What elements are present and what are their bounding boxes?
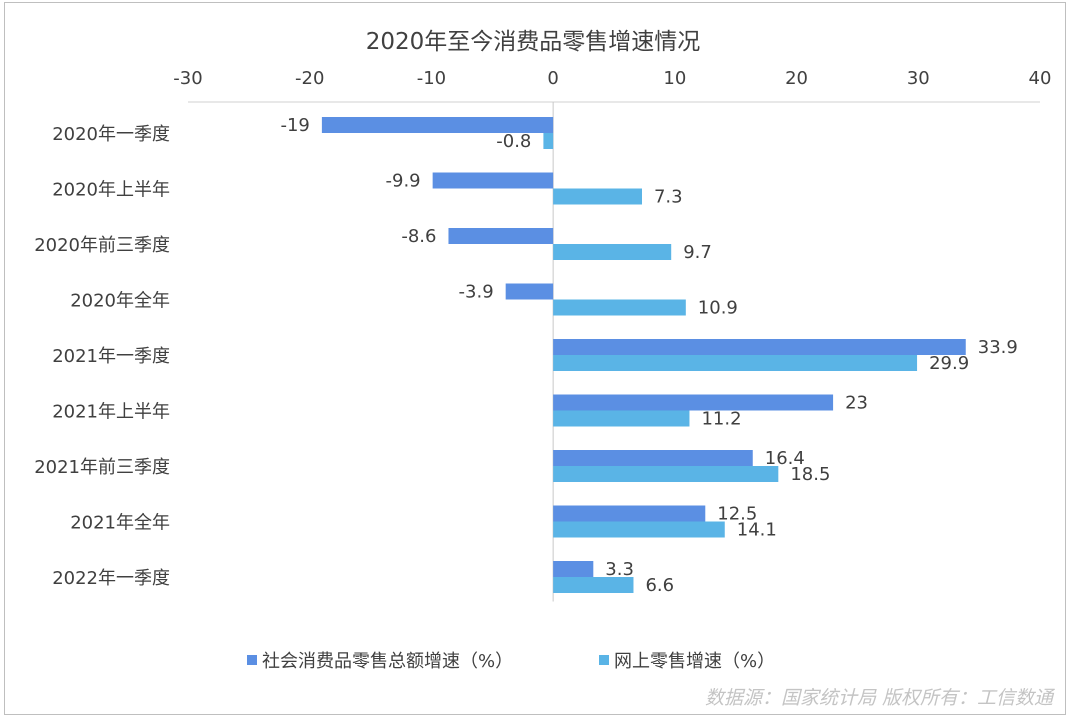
data-label-series-1: -19 bbox=[280, 115, 309, 136]
bar-series-2 bbox=[553, 410, 690, 427]
x-tick-label: -10 bbox=[417, 68, 446, 89]
data-label-series-1: -8.6 bbox=[401, 226, 436, 247]
data-label-series-1: 3.3 bbox=[605, 559, 634, 580]
data-label-series-2: 10.9 bbox=[698, 298, 738, 319]
bar-series-2 bbox=[553, 188, 642, 205]
x-tick-label: 40 bbox=[1029, 68, 1052, 89]
bar-series-1 bbox=[553, 394, 834, 411]
data-label-series-1: 16.4 bbox=[765, 448, 805, 469]
category-label: 2020年前三季度 bbox=[34, 235, 170, 256]
x-axis: -30 -20 -10 0 10 20 30 40 bbox=[173, 68, 1051, 602]
data-label-series-2: 9.7 bbox=[683, 242, 712, 263]
bar-series-1 bbox=[553, 505, 706, 522]
category-label: 2021年一季度 bbox=[52, 346, 170, 367]
bar-series-2 bbox=[543, 133, 554, 149]
bars bbox=[321, 117, 966, 593]
data-label-series-1: 33.9 bbox=[978, 337, 1018, 358]
data-label-series-1: -9.9 bbox=[386, 171, 421, 192]
data-label-series-2: 7.3 bbox=[654, 187, 683, 208]
x-tick-label: -20 bbox=[295, 68, 324, 89]
data-label-series-2: 6.6 bbox=[645, 575, 674, 596]
data-label-series-1: 23 bbox=[845, 393, 868, 414]
bar-series-2 bbox=[553, 521, 725, 538]
data-label-series-1: -3.9 bbox=[459, 282, 494, 303]
category-label: 2020年一季度 bbox=[52, 124, 170, 145]
category-label: 2020年上半年 bbox=[52, 180, 170, 201]
bar-series-1 bbox=[505, 283, 554, 300]
bar-series-2 bbox=[553, 355, 918, 371]
source-note: 数据源：国家统计局 版权所有：工信数通 bbox=[705, 687, 1056, 709]
data-label-series-2: -0.8 bbox=[496, 131, 531, 152]
bar-series-2 bbox=[553, 299, 686, 316]
chart-title: 2020年至今消费品零售增速情况 bbox=[366, 29, 701, 55]
bar-series-2 bbox=[553, 466, 779, 482]
bar-series-1 bbox=[553, 339, 966, 355]
legend-swatch-series-1 bbox=[247, 655, 257, 665]
bar-series-2 bbox=[553, 244, 672, 260]
data-label-series-2: 29.9 bbox=[929, 353, 969, 374]
category-labels: 2020年一季度 2020年上半年 2020年前三季度 2020年全年 2021年一季度… bbox=[34, 124, 170, 589]
bar-series-1 bbox=[553, 450, 753, 466]
legend: 社会消费品零售总额增速（%） 网上零售增速（%） bbox=[247, 651, 775, 672]
data-label-series-2: 18.5 bbox=[790, 464, 830, 485]
bar-series-1 bbox=[553, 561, 594, 577]
bar-series-2 bbox=[553, 577, 634, 593]
legend-label-series-2: 网上零售增速（%） bbox=[614, 651, 775, 672]
category-label: 2021年全年 bbox=[70, 513, 170, 534]
category-label: 2021年前三季度 bbox=[34, 457, 170, 478]
x-tick-label: 30 bbox=[907, 68, 930, 89]
legend-label-series-1: 社会消费品零售总额增速（%） bbox=[262, 651, 513, 672]
x-tick-label: 0 bbox=[547, 68, 558, 89]
data-labels: -19 -0.8 -9.9 7.3 -8.6 9.7 -3.9 10.9 33.9 29.9 23 1… bbox=[280, 115, 1017, 596]
x-tick-label: 10 bbox=[663, 68, 686, 89]
category-label: 2021年上半年 bbox=[52, 402, 170, 423]
x-tick-label: -30 bbox=[173, 68, 202, 89]
data-label-series-2: 14.1 bbox=[737, 520, 777, 541]
chart-frame bbox=[4, 2, 1066, 715]
bar-series-1 bbox=[321, 117, 554, 133]
bar-series-1 bbox=[432, 172, 554, 189]
legend-swatch-series-2 bbox=[599, 655, 609, 665]
bar-series-1 bbox=[448, 228, 554, 244]
x-tick-label: 20 bbox=[785, 68, 808, 89]
category-label: 2022年一季度 bbox=[52, 568, 170, 589]
data-label-series-1: 12.5 bbox=[717, 504, 757, 525]
data-label-series-2: 11.2 bbox=[701, 409, 741, 430]
category-label: 2020年全年 bbox=[70, 291, 170, 312]
